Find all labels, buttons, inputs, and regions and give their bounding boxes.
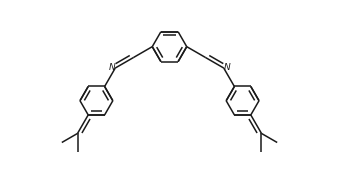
Text: N: N (108, 63, 115, 72)
Text: N: N (224, 63, 231, 72)
